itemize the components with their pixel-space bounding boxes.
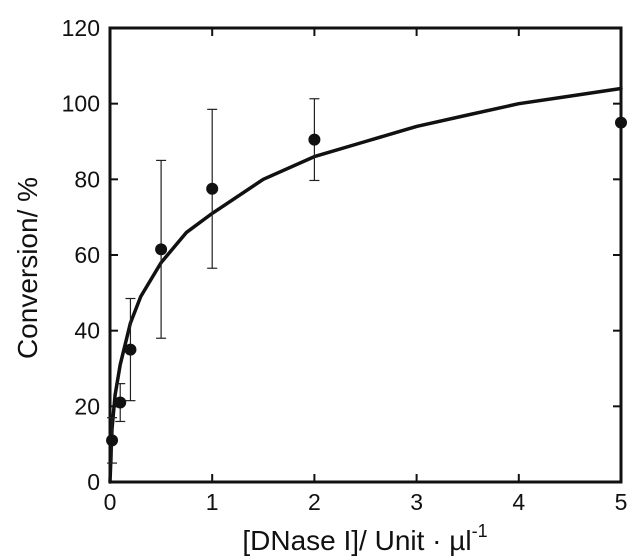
- data-point: [615, 116, 627, 129]
- x-tick-label: 4: [512, 489, 525, 515]
- data-point: [206, 182, 219, 195]
- y-axis-title: Conversion/ %: [12, 177, 43, 359]
- x-tick-label: 0: [104, 489, 117, 515]
- y-tick-label: 0: [87, 469, 100, 495]
- x-tick-label: 5: [615, 489, 628, 515]
- y-tick-label: 100: [62, 91, 100, 117]
- data-point: [106, 434, 119, 447]
- x-axis-title-text: [DNase I]/ Unit · µl: [242, 525, 471, 556]
- x-tick-label: 2: [308, 489, 321, 515]
- data-point: [124, 343, 137, 356]
- plot-area: 0 20 40 60 80 100 120 0 1 2 3 4 5: [62, 15, 628, 515]
- x-axis-title-superscript: -1: [472, 521, 488, 541]
- fit-curve: [108, 86, 623, 484]
- y-tick-label: 40: [74, 318, 100, 344]
- y-tick-label: 20: [74, 393, 100, 419]
- x-tick-label: 1: [206, 489, 219, 515]
- y-tick-label: 120: [62, 15, 100, 41]
- x-axis-title: [DNase I]/ Unit · µl-1: [242, 521, 487, 556]
- data-point: [155, 243, 168, 256]
- y-tick-label: 80: [74, 166, 100, 192]
- data-point: [114, 396, 127, 409]
- y-tick-label: 60: [74, 242, 100, 268]
- plot-frame: [108, 26, 623, 484]
- data-point: [308, 133, 321, 146]
- x-tick-label: 3: [410, 489, 423, 515]
